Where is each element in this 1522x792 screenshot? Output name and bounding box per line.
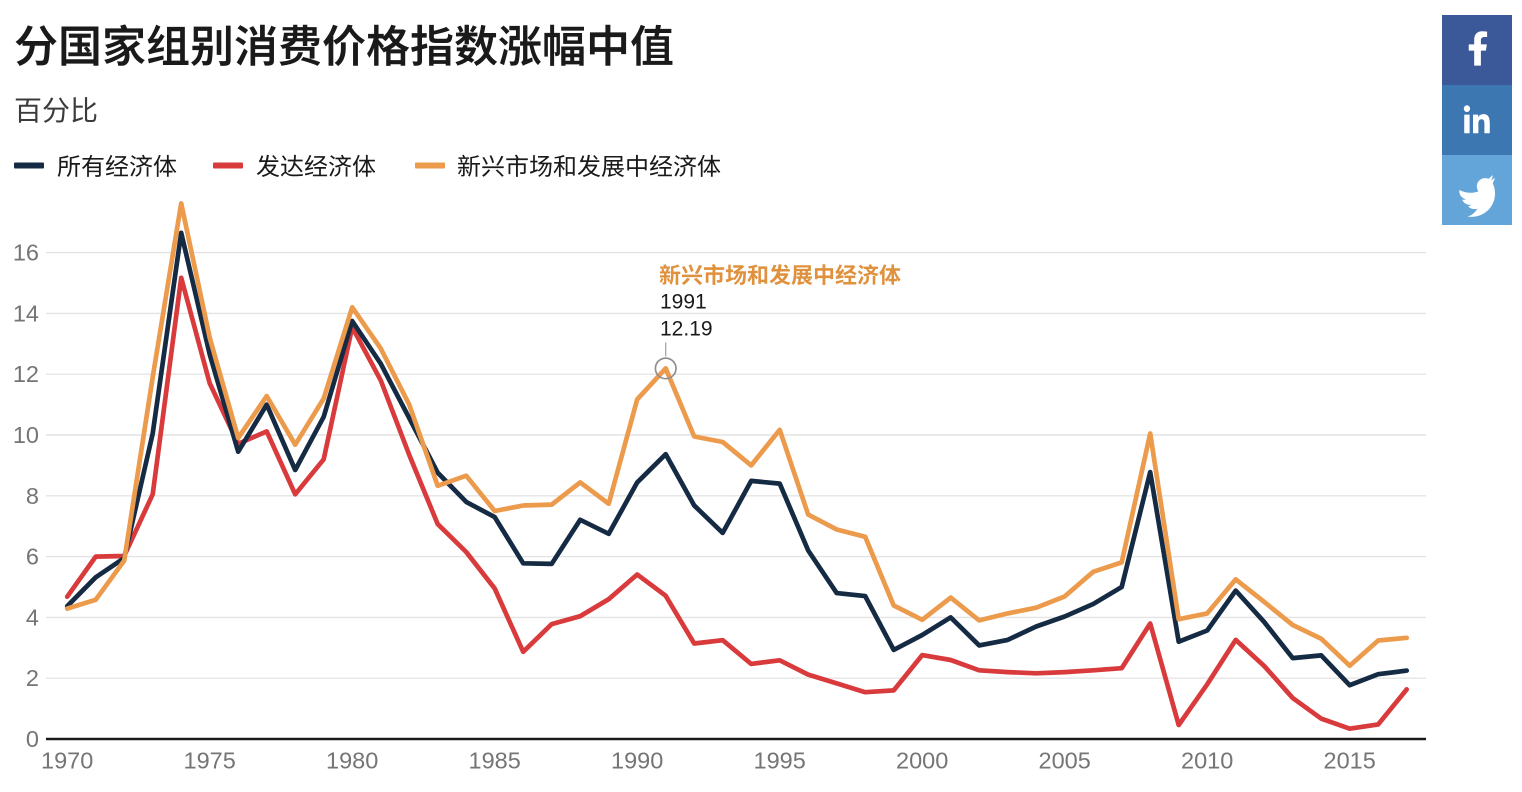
svg-text:8: 8 xyxy=(26,483,39,509)
svg-text:10: 10 xyxy=(13,422,39,448)
svg-text:1995: 1995 xyxy=(754,748,806,774)
svg-text:2005: 2005 xyxy=(1039,748,1091,774)
svg-text:12: 12 xyxy=(13,361,39,387)
svg-text:2: 2 xyxy=(26,665,39,691)
svg-text:1991: 1991 xyxy=(660,291,707,314)
svg-text:2015: 2015 xyxy=(1324,748,1376,774)
svg-text:0: 0 xyxy=(26,726,39,752)
svg-text:12.19: 12.19 xyxy=(660,318,713,341)
svg-text:4: 4 xyxy=(26,604,39,630)
svg-text:1985: 1985 xyxy=(469,748,521,774)
svg-text:2010: 2010 xyxy=(1181,748,1233,774)
svg-text:16: 16 xyxy=(13,240,39,266)
svg-text:14: 14 xyxy=(13,300,39,326)
svg-text:1980: 1980 xyxy=(326,748,378,774)
svg-text:6: 6 xyxy=(26,544,39,570)
svg-text:1990: 1990 xyxy=(611,748,663,774)
svg-text:1975: 1975 xyxy=(184,748,236,774)
svg-text:1970: 1970 xyxy=(41,748,93,774)
svg-text:2000: 2000 xyxy=(896,748,948,774)
